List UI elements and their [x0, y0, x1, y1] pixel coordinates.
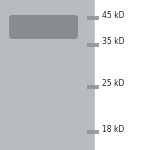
FancyBboxPatch shape — [9, 15, 78, 39]
Bar — [94, 0, 150, 150]
Bar — [87, 43, 99, 47]
Text: 25 kD: 25 kD — [102, 80, 124, 88]
Bar — [87, 130, 99, 134]
Bar — [87, 85, 99, 89]
Text: 18 kD: 18 kD — [102, 124, 124, 134]
Text: 45 kD: 45 kD — [102, 11, 124, 20]
Text: 35 kD: 35 kD — [102, 38, 124, 46]
Bar — [87, 16, 99, 20]
Bar — [0, 0, 94, 150]
